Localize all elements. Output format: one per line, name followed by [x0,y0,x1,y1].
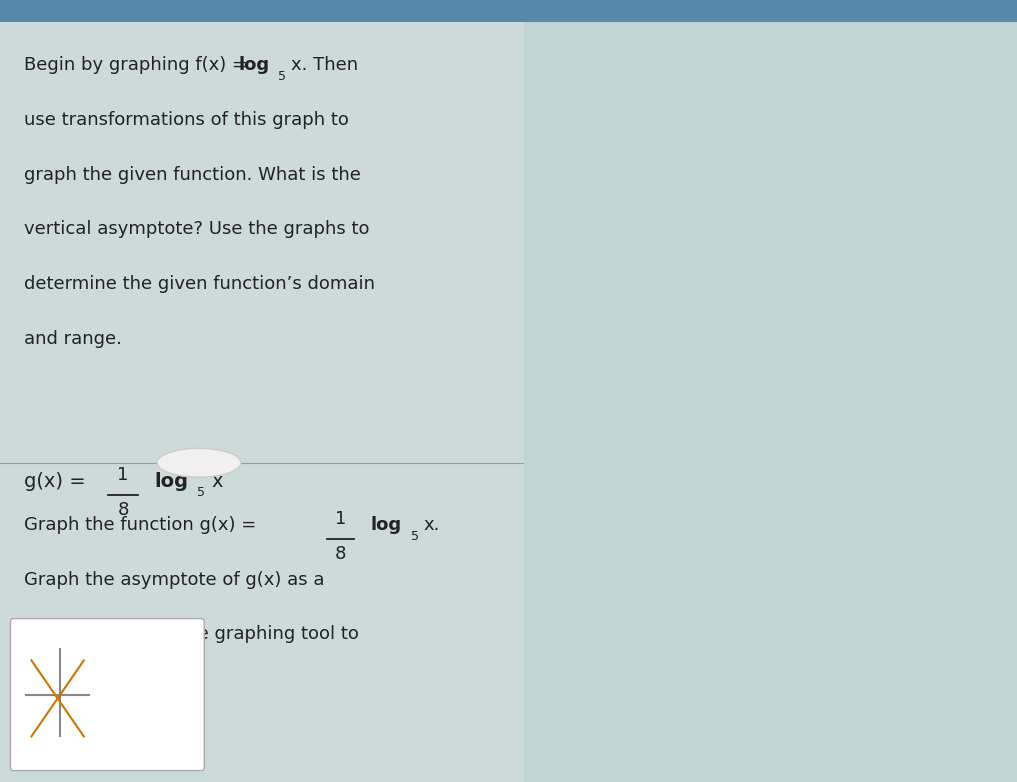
Text: determine the given function’s domain: determine the given function’s domain [23,275,374,293]
Ellipse shape [505,365,542,432]
Text: 8: 8 [117,501,129,519]
Text: Click to: Click to [101,633,167,651]
Text: and range.: and range. [23,330,121,348]
Text: -2: -2 [789,307,801,320]
FancyBboxPatch shape [10,619,204,770]
Text: :
:
:: : : : [523,386,525,412]
Text: • • •: • • • [187,457,211,468]
Text: -4: -4 [789,359,801,371]
Text: 6: 6 [977,275,985,289]
Text: Begin by graphing f(x) =: Begin by graphing f(x) = [23,56,252,74]
Text: Graph the asymptote of g(x) as a: Graph the asymptote of g(x) as a [23,571,324,589]
Text: -6: -6 [789,411,801,424]
Text: 5: 5 [278,70,286,83]
Text: x.: x. [424,516,440,534]
Text: g(x) =: g(x) = [23,472,92,491]
Text: y: y [823,27,832,42]
Text: -10: -10 [518,275,536,289]
Text: graph the given function. What is the: graph the given function. What is the [23,166,360,184]
Text: x. Then: x. Then [291,56,358,74]
Text: graph the function.: graph the function. [23,680,196,698]
Text: use transformations of this graph to: use transformations of this graph to [23,111,349,129]
Text: log: log [238,56,270,74]
Text: vertical asymptote? Use the graphs to: vertical asymptote? Use the graphs to [23,221,369,239]
Text: 5: 5 [197,486,205,499]
Text: 1: 1 [335,510,346,528]
Text: 1: 1 [117,466,129,484]
Text: dashed line. Use the graphing tool to: dashed line. Use the graphing tool to [23,626,358,644]
Text: x: x [212,472,223,491]
Text: graph: graph [107,722,160,740]
Text: log: log [155,472,188,491]
Text: 4: 4 [793,151,801,163]
Text: -2: -2 [749,275,760,289]
Text: 2: 2 [864,275,872,289]
Text: Graph the function g(x) =: Graph the function g(x) = [23,516,261,534]
Text: log: log [371,516,402,534]
Ellipse shape [158,448,241,477]
Text: 5: 5 [411,529,419,543]
Text: -4: -4 [692,275,703,289]
Text: 6: 6 [793,99,801,112]
Text: 8: 8 [793,47,801,60]
Text: enlarge: enlarge [100,678,168,696]
Text: -6: -6 [635,275,647,289]
Text: 2: 2 [793,203,801,216]
Text: -8: -8 [789,463,801,475]
Text: 4: 4 [920,275,929,289]
Text: 8: 8 [335,545,346,563]
Text: -8: -8 [578,275,590,289]
